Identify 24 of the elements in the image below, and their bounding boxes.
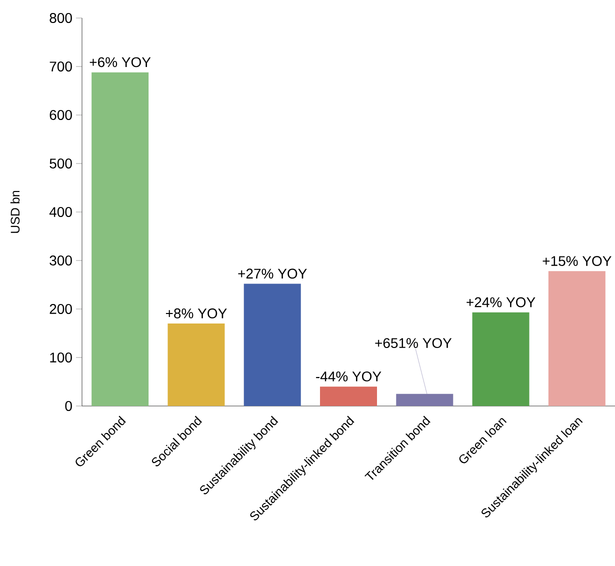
- y-axis-title: USD bn: [10, 190, 20, 233]
- annotation: +8% YOY: [166, 308, 227, 318]
- y-tick-label: 100: [50, 352, 72, 362]
- bar: [92, 72, 149, 406]
- annotation: +6% YOY: [90, 57, 151, 68]
- y-tick-label: 200: [50, 304, 72, 314]
- bar: [548, 271, 606, 406]
- y-tick-label: 500: [50, 158, 72, 168]
- annotation: +27% YOY: [238, 268, 307, 279]
- y-tick-label: 0: [65, 401, 72, 411]
- bar: [320, 386, 377, 406]
- y-tick-label: 600: [50, 110, 72, 120]
- annotation: +24% YOY: [466, 297, 536, 308]
- y-tick-label: 400: [49, 207, 72, 217]
- y-tick-label: 800: [50, 13, 72, 23]
- bar: [396, 394, 454, 406]
- bar: [244, 284, 301, 406]
- annotation: +15% YOY: [542, 256, 612, 266]
- annotation: -44% YOY: [316, 371, 382, 382]
- bar: [168, 324, 225, 406]
- y-tick-label: 300: [50, 256, 72, 266]
- y-tick-label: 700: [50, 62, 72, 72]
- annotation: +651% YOY: [375, 338, 452, 348]
- bar: [472, 312, 530, 406]
